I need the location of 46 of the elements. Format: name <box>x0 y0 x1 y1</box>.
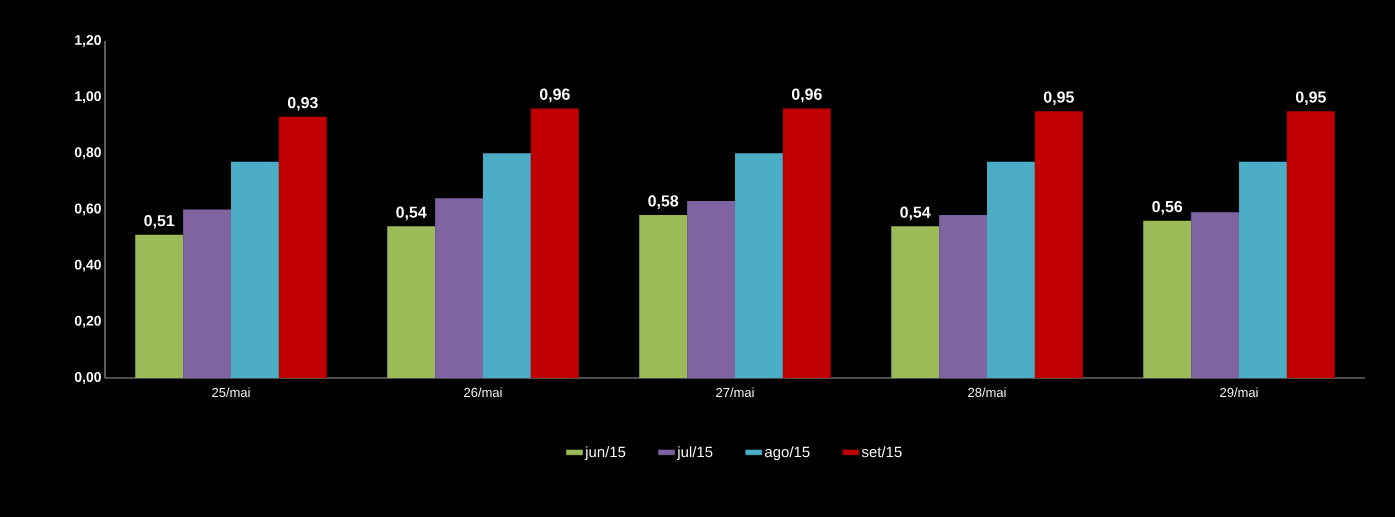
y-tick-label: 0,80 <box>74 147 101 160</box>
y-tick-label: 1,20 <box>75 35 101 47</box>
bar <box>639 215 688 378</box>
bar <box>891 226 940 378</box>
bar <box>530 108 579 378</box>
bar <box>782 108 831 378</box>
legend-label: set/15 <box>861 446 902 458</box>
data-label: 0,93 <box>287 97 318 111</box>
y-tick-label: 0,40 <box>74 259 101 272</box>
legend-label: ago/15 <box>765 446 810 461</box>
bar <box>1239 161 1287 378</box>
x-tick-label: 26/mai <box>464 387 502 398</box>
data-label: 0,58 <box>648 195 679 209</box>
bar <box>987 161 1035 378</box>
bar <box>278 116 327 378</box>
y-tick-label: 1,00 <box>75 91 101 104</box>
bar <box>387 226 436 378</box>
bar <box>939 215 988 378</box>
y-tick-label: 0,60 <box>74 203 101 216</box>
legend-label: jul/15 <box>676 446 713 461</box>
bar <box>483 153 531 378</box>
bar <box>435 198 483 378</box>
data-label: 0,96 <box>791 88 822 103</box>
bar <box>687 201 736 378</box>
x-tick-label: 25/mai <box>212 387 250 398</box>
bar <box>183 209 231 378</box>
data-label: 0,54 <box>396 206 427 221</box>
bar <box>1143 220 1192 378</box>
legend-label: jun/15 <box>584 446 626 461</box>
bar <box>135 234 184 378</box>
bar <box>1286 111 1335 378</box>
y-tick-label: 0,00 <box>74 372 101 384</box>
x-tick-label: 29/mai <box>1220 387 1258 398</box>
data-label: 0,96 <box>539 88 570 103</box>
bar <box>1191 212 1240 378</box>
data-label: 0,95 <box>1043 91 1074 106</box>
data-label: 0,54 <box>900 206 931 221</box>
bar <box>231 161 279 378</box>
data-label: 0,56 <box>1152 200 1183 215</box>
x-tick-label: 28/mai <box>968 387 1006 398</box>
data-label: 0,51 <box>144 214 175 229</box>
bar <box>1034 111 1083 378</box>
y-tick-label: 0,20 <box>74 315 101 328</box>
x-tick-label: 27/mai <box>716 387 754 398</box>
data-label: 0,95 <box>1295 91 1326 106</box>
bar <box>735 153 783 378</box>
